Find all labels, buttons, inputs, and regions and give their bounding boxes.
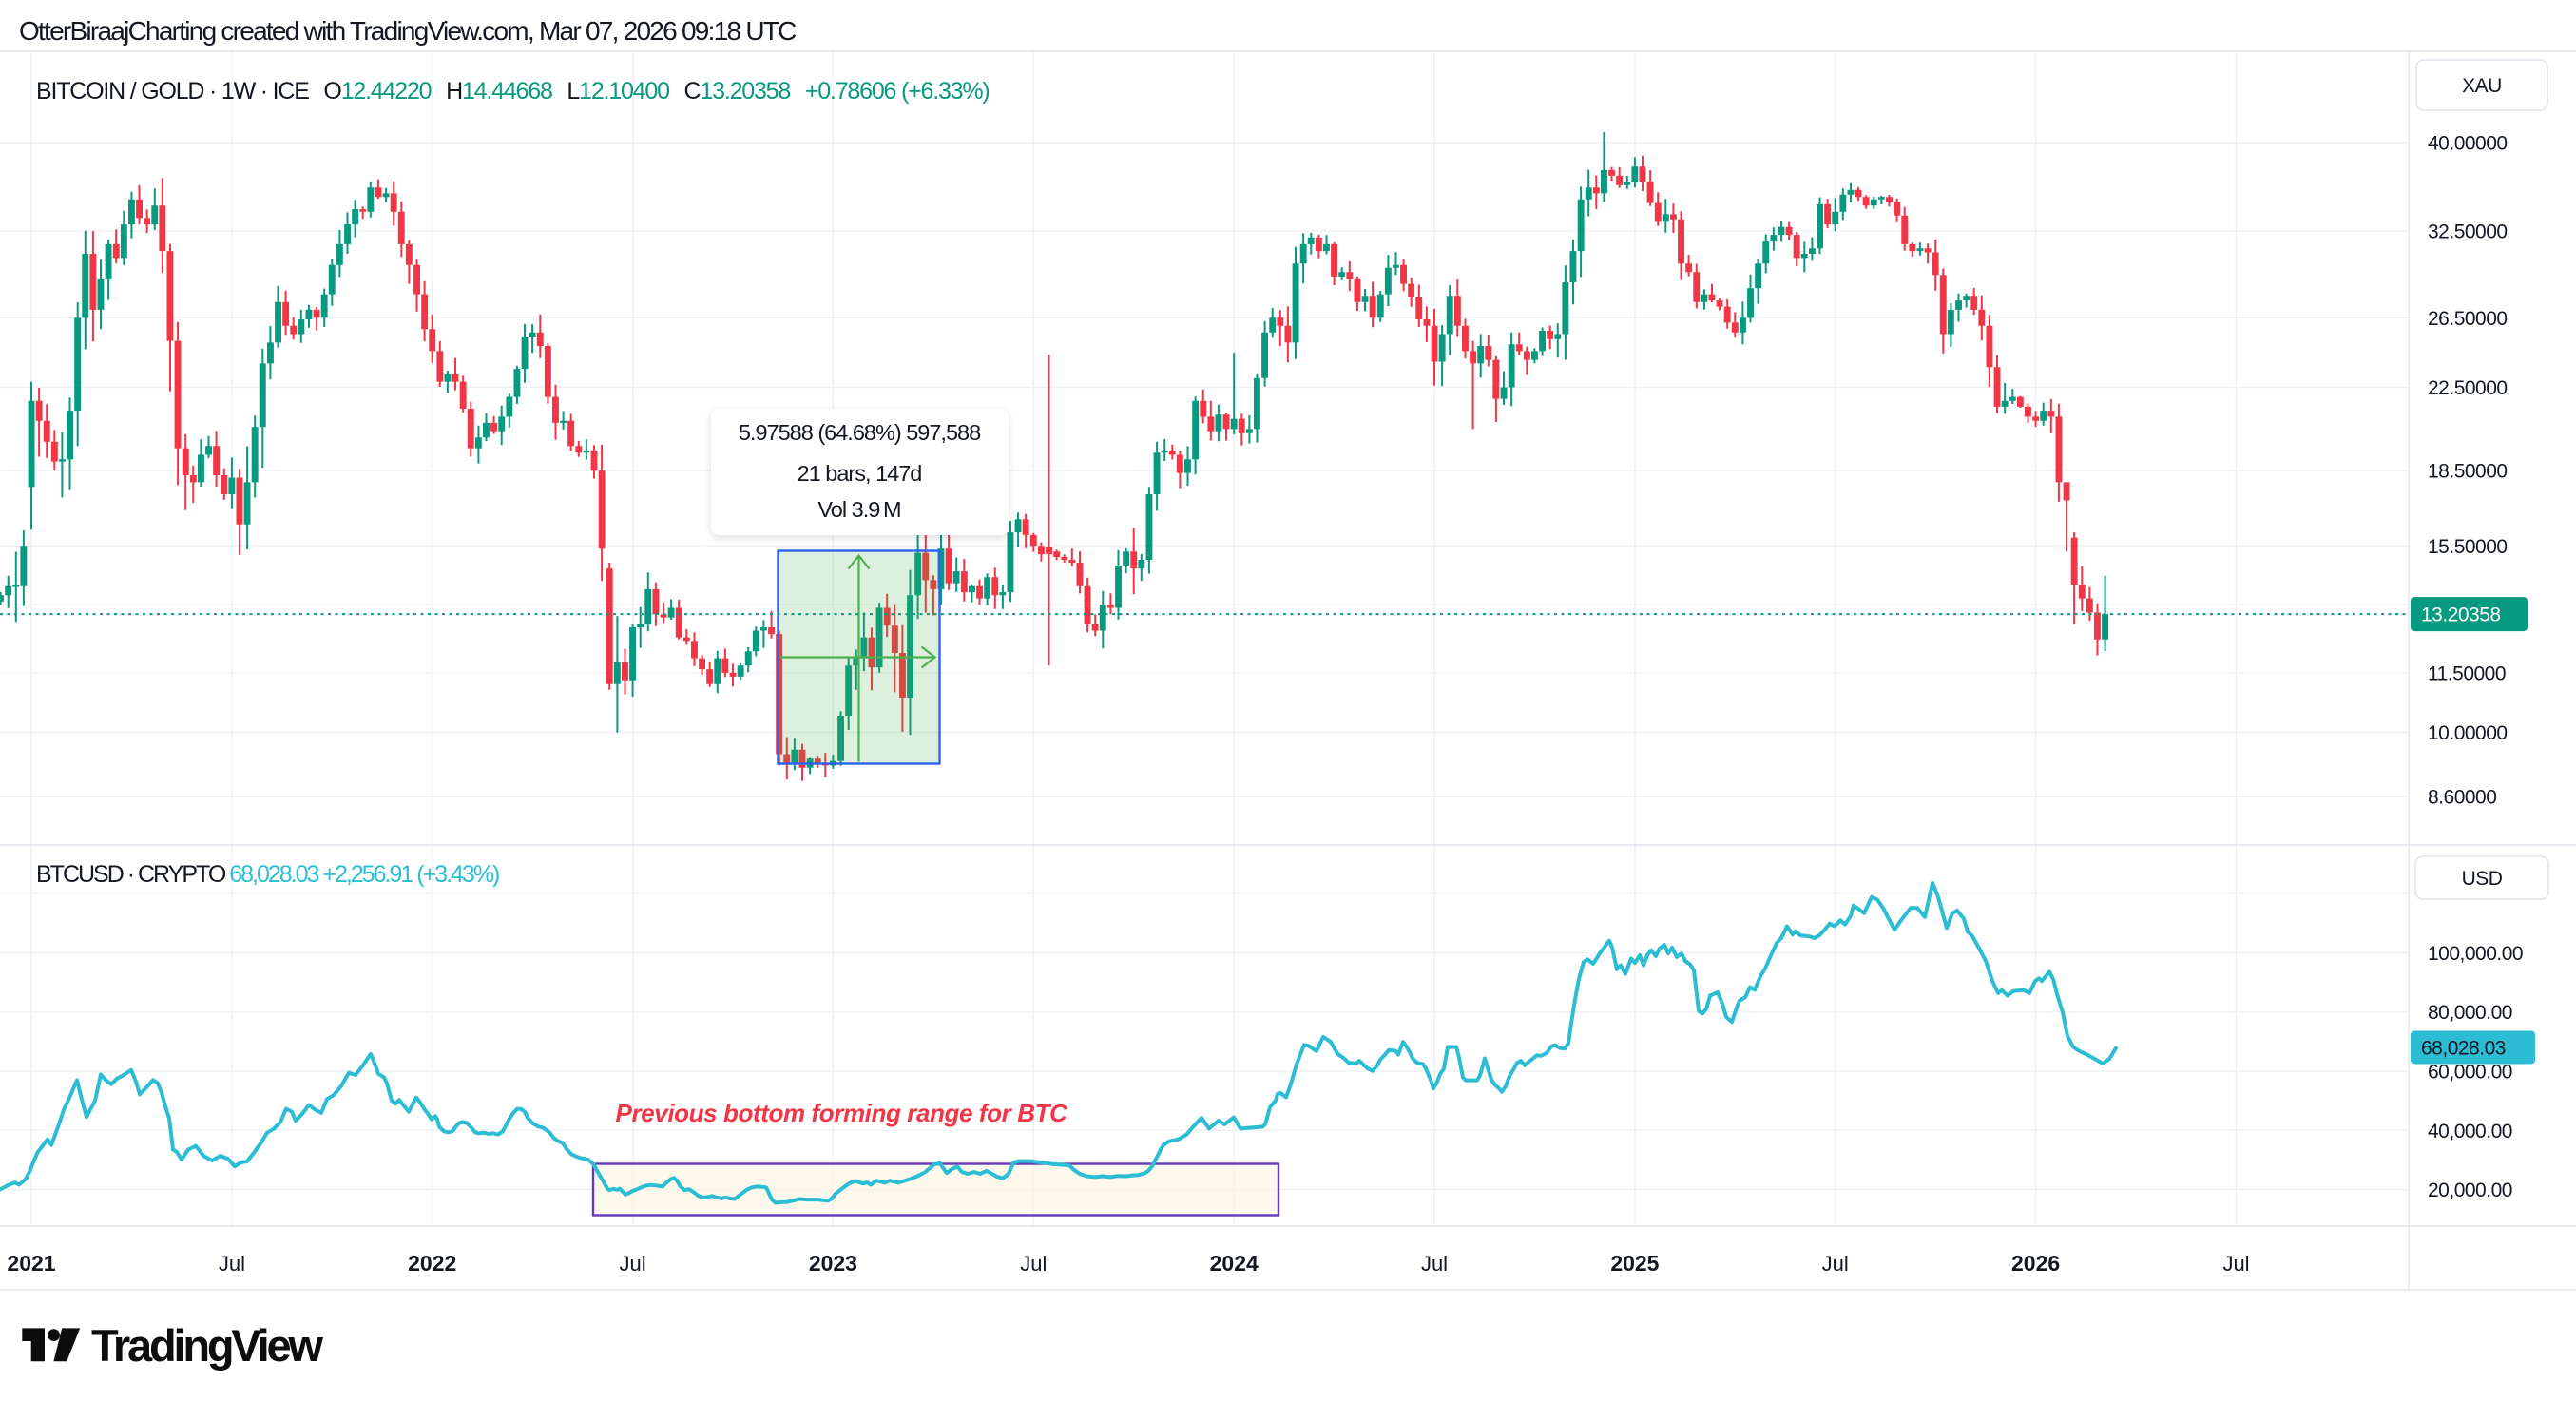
svg-text:2022: 2022 <box>408 1251 456 1276</box>
svg-text:2026: 2026 <box>2011 1251 2060 1276</box>
svg-text:Jul: Jul <box>620 1252 646 1276</box>
svg-text:USD: USD <box>2462 868 2503 890</box>
svg-text:13.20358: 13.20358 <box>2421 605 2501 626</box>
svg-text:26.50000: 26.50000 <box>2428 308 2508 330</box>
svg-text:21 bars, 147d: 21 bars, 147d <box>798 461 922 486</box>
svg-text:5.97588 (64.68%) 597,588: 5.97588 (64.68%) 597,588 <box>739 420 981 445</box>
svg-text:Jul: Jul <box>1020 1252 1047 1276</box>
svg-text:2023: 2023 <box>809 1251 857 1276</box>
svg-text:20,000.00: 20,000.00 <box>2428 1180 2512 1201</box>
svg-text:Jul: Jul <box>1421 1252 1448 1276</box>
svg-text:XAU: XAU <box>2462 75 2502 97</box>
svg-text:68,028.03: 68,028.03 <box>2421 1038 2506 1060</box>
svg-text:40,000.00: 40,000.00 <box>2428 1121 2512 1142</box>
svg-text:Jul: Jul <box>2222 1252 2249 1276</box>
svg-text:8.60000: 8.60000 <box>2428 787 2496 809</box>
svg-text:2021: 2021 <box>7 1251 55 1276</box>
svg-text:Vol 3.9 M: Vol 3.9 M <box>817 497 900 522</box>
svg-text:80,000.00: 80,000.00 <box>2428 1002 2512 1024</box>
svg-text:TradingView: TradingView <box>91 1320 323 1371</box>
svg-text:10.00000: 10.00000 <box>2428 722 2508 744</box>
svg-text:15.50000: 15.50000 <box>2428 536 2508 558</box>
svg-text:2025: 2025 <box>1610 1251 1659 1276</box>
svg-text:BITCOIN / GOLD · 1W · ICE O12.: BITCOIN / GOLD · 1W · ICE O12.44220 H14.… <box>36 78 990 105</box>
svg-text:100,000.00: 100,000.00 <box>2428 943 2523 965</box>
svg-text:2024: 2024 <box>1210 1251 1259 1276</box>
svg-text:Jul: Jul <box>1822 1252 1849 1276</box>
svg-text:60,000.00: 60,000.00 <box>2428 1062 2512 1084</box>
svg-text:18.50000: 18.50000 <box>2428 461 2508 483</box>
svg-text:40.00000: 40.00000 <box>2428 133 2508 155</box>
svg-text:OtterBiraajCharting created wi: OtterBiraajCharting created with Trading… <box>19 16 797 46</box>
svg-text:22.50000: 22.50000 <box>2428 377 2508 399</box>
svg-text:BTCUSD · CRYPTO 68,028.03 +2: BTCUSD · CRYPTO 68,028.03 +2,256.91 (+3.… <box>36 861 499 888</box>
svg-text:Jul: Jul <box>219 1252 245 1276</box>
svg-text:11.50000: 11.50000 <box>2428 662 2506 684</box>
svg-text:32.50000: 32.50000 <box>2428 221 2508 242</box>
svg-text:Previous bottom forming range: Previous bottom forming range for BTC <box>616 1099 1069 1127</box>
